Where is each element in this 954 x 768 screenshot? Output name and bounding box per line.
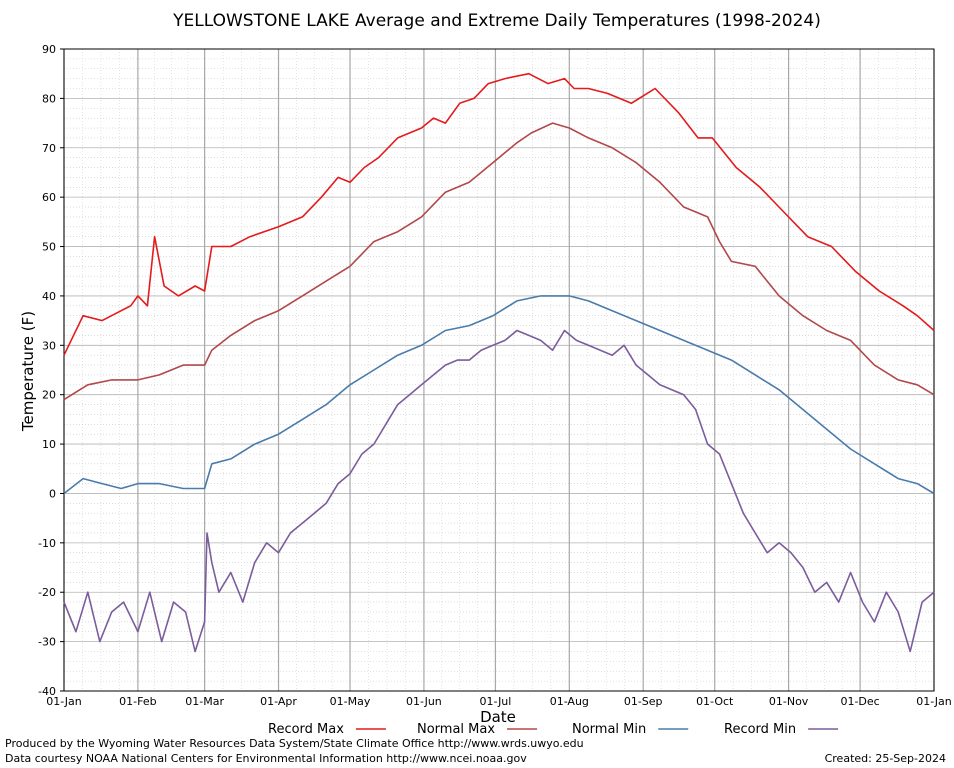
y-tick-label: -20 xyxy=(38,586,56,599)
x-axis-label: Date xyxy=(480,708,516,726)
y-tick-label: 30 xyxy=(42,339,56,352)
y-tick-label: -40 xyxy=(38,685,56,698)
chart-title: YELLOWSTONE LAKE Average and Extreme Dai… xyxy=(172,11,821,31)
series-line-normal-min xyxy=(63,295,935,495)
legend: Record Max Normal Max Normal Min Record Min xyxy=(268,722,839,737)
x-tick-label: 01-Jan xyxy=(46,695,82,708)
x-tick-label: 01-Dec xyxy=(840,695,879,708)
x-tick-label: 01-Nov xyxy=(769,695,809,708)
x-tick-label: 01-Mar xyxy=(185,695,224,708)
series-line-record-min xyxy=(63,329,935,653)
y-tick-label: 0 xyxy=(49,487,56,500)
footer-producer: Produced by the Wyoming Water Resources … xyxy=(5,737,584,750)
y-tick-label: -30 xyxy=(38,636,56,649)
legend-label: Record Max xyxy=(268,722,344,737)
x-tick-label: 01-Sep xyxy=(624,695,663,708)
plot-frame xyxy=(63,48,935,692)
y-tick-label: 40 xyxy=(42,290,56,303)
y-tick-label: 90 xyxy=(42,43,56,56)
y-tick-label: 20 xyxy=(42,389,56,402)
x-tick-label: 01-Oct xyxy=(696,695,734,708)
legend-label: Normal Min xyxy=(572,722,646,737)
minor-gridlines xyxy=(64,49,934,691)
y-tick-label: 10 xyxy=(42,438,56,451)
y-tick-label: 60 xyxy=(42,191,56,204)
legend-label: Normal Max xyxy=(417,722,495,737)
footer-created: Created: 25-Sep-2024 xyxy=(824,752,946,765)
y-tick-label: 50 xyxy=(42,241,56,254)
footer-courtesy: Data courtesy NOAA National Centers for … xyxy=(5,752,527,765)
x-tick-label: 01-Jun xyxy=(406,695,442,708)
y-axis-label: Temperature (F) xyxy=(19,311,37,432)
y-tick-label: -10 xyxy=(38,537,56,550)
series-layer xyxy=(63,72,935,653)
x-tick-label: 01-Aug xyxy=(550,695,589,708)
x-tick-label: 01-Jul xyxy=(479,695,511,708)
x-tick-label: 01-Apr xyxy=(260,695,297,708)
x-tick-label: 01-Feb xyxy=(119,695,156,708)
y-tick-label: 70 xyxy=(42,142,56,155)
legend-label: Record Min xyxy=(724,722,796,737)
x-tick-label: 01-May xyxy=(330,695,371,708)
x-tick-label: 01-Jan xyxy=(916,695,952,708)
major-gridlines xyxy=(63,48,935,692)
x-tick-labels: 01-Jan 01-Feb 01-Mar 01-Apr 01-May 01-Jun 01-J… xyxy=(46,695,952,708)
series-line-record-max xyxy=(63,72,935,356)
y-tick-label: 80 xyxy=(42,92,56,105)
series-line-normal-max xyxy=(63,122,935,401)
y-tick-labels: -40 -30 -20 -10 0 10 20 30 40 50 60 70 80 90 xyxy=(38,43,64,698)
